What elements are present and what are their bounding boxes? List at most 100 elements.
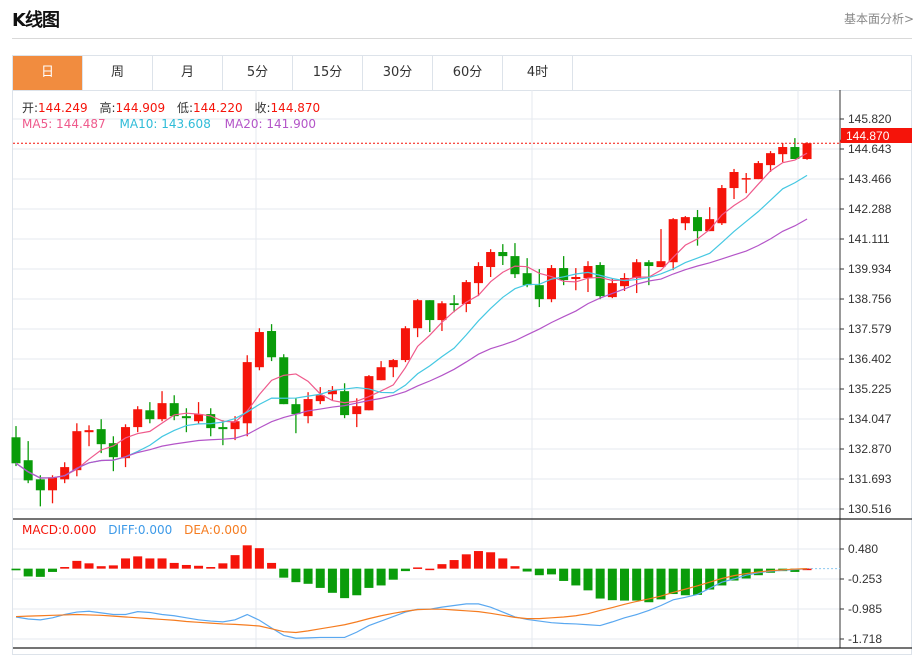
macd-bar (534, 568, 544, 576)
macd-bar (595, 568, 605, 599)
macd-bar (340, 568, 350, 599)
macd-bar (620, 568, 629, 601)
dea-line (15, 568, 808, 634)
macd-bar (607, 568, 617, 601)
candle-body (656, 261, 666, 268)
price-tick-label: 145.820 (848, 112, 892, 126)
tab-day[interactable]: 日 (13, 56, 83, 90)
ma20-value: MA20: 141.900 (224, 117, 316, 131)
macd-bar (60, 567, 70, 569)
candle-body (230, 421, 240, 430)
period-tabs: 日 周 月 5分 15分 30分 60分 4时 (13, 56, 911, 91)
candle-body (705, 219, 715, 232)
macd-bar (157, 558, 167, 569)
candle-body (766, 153, 776, 166)
macd-bar (449, 560, 459, 569)
candle-body (279, 357, 289, 405)
price-tick-label: 141.111 (848, 232, 890, 246)
macd-bar (72, 560, 82, 569)
macd-readout: MACD:0.000 DIFF:0.000 DEA:0.000 (22, 523, 251, 537)
candle-body (717, 188, 727, 224)
candle-body (327, 390, 337, 395)
price-tick-label: 142.288 (848, 202, 892, 216)
macd-bar (206, 567, 216, 569)
high-value: 144.909 (115, 101, 166, 115)
macd-bar (35, 568, 45, 577)
fundamental-analysis-link[interactable]: 基本面分析> (843, 12, 914, 26)
macd-bar (510, 566, 520, 569)
candle-body (206, 414, 216, 429)
tab-month[interactable]: 月 (153, 56, 223, 90)
macd-bar (729, 568, 739, 581)
tab-4hour[interactable]: 4时 (503, 56, 573, 90)
candle-body (486, 252, 496, 268)
macd-bar (291, 568, 301, 583)
ma-readout: MA5: 144.487 MA10: 143.608 MA20: 141.900 (22, 117, 320, 131)
candle-body (23, 460, 33, 481)
macd-tick-label: -0.253 (848, 572, 882, 586)
macd-bar (425, 568, 435, 571)
candle-body (315, 395, 325, 402)
macd-bar (790, 568, 800, 572)
candle-body (364, 376, 374, 411)
candle-body (218, 427, 228, 430)
macd-bar (546, 568, 556, 575)
candle-body (388, 360, 398, 368)
macd-bar (486, 552, 496, 569)
tab-30min[interactable]: 30分 (363, 56, 433, 90)
candle-body (522, 273, 532, 286)
candle-body (400, 328, 410, 361)
last-price-tag-label: 144.870 (846, 129, 890, 143)
last-price-tag (841, 127, 912, 143)
candle-body (425, 300, 435, 321)
price-tick-label: 143.466 (848, 172, 892, 186)
candle-body (778, 147, 788, 155)
macd-bar (571, 568, 581, 586)
macd-bar (11, 568, 21, 571)
macd-bar (559, 568, 569, 581)
candle-body (753, 163, 763, 180)
candle-body (559, 268, 569, 281)
candle-body (145, 410, 155, 420)
candle-body (133, 409, 143, 428)
macd-bar (218, 563, 228, 569)
tab-5min[interactable]: 5分 (223, 56, 293, 90)
divider (12, 38, 912, 39)
close-value: 144.870 (270, 101, 321, 115)
macd-bar (413, 567, 423, 569)
macd-bar (108, 565, 118, 569)
macd-tick-label: -1.718 (848, 632, 882, 646)
macd-bar (498, 558, 508, 569)
price-tick-label: 131.693 (848, 472, 892, 486)
tab-15min[interactable]: 15分 (293, 56, 363, 90)
dea-value: DEA:0.000 (184, 523, 248, 537)
candle-body (510, 256, 520, 275)
price-tick-label: 138.756 (848, 292, 892, 306)
ma5-value: MA5: 144.487 (22, 117, 106, 131)
macd-bar (668, 568, 678, 595)
macd-bar (242, 545, 252, 569)
macd-bar (84, 563, 94, 569)
candle-body (254, 332, 264, 368)
candle-body (790, 147, 800, 160)
candle-body (413, 300, 423, 329)
candle-body (121, 427, 131, 459)
candle-body (267, 331, 277, 358)
macd-bar (121, 558, 131, 569)
candle-body (461, 282, 471, 305)
ma10-line (15, 174, 808, 479)
macd-bar (705, 568, 715, 590)
candle-body (693, 217, 703, 232)
candle-body (632, 262, 642, 279)
candle-body (668, 219, 678, 263)
candle-body (534, 285, 544, 300)
low-value: 144.220 (193, 101, 243, 115)
candle-body (48, 477, 58, 491)
tab-60min[interactable]: 60分 (433, 56, 503, 90)
tab-week[interactable]: 周 (83, 56, 153, 90)
macd-bar (315, 568, 325, 588)
candle-body (498, 252, 508, 257)
macd-bar (169, 562, 179, 569)
candle-body (644, 262, 654, 267)
